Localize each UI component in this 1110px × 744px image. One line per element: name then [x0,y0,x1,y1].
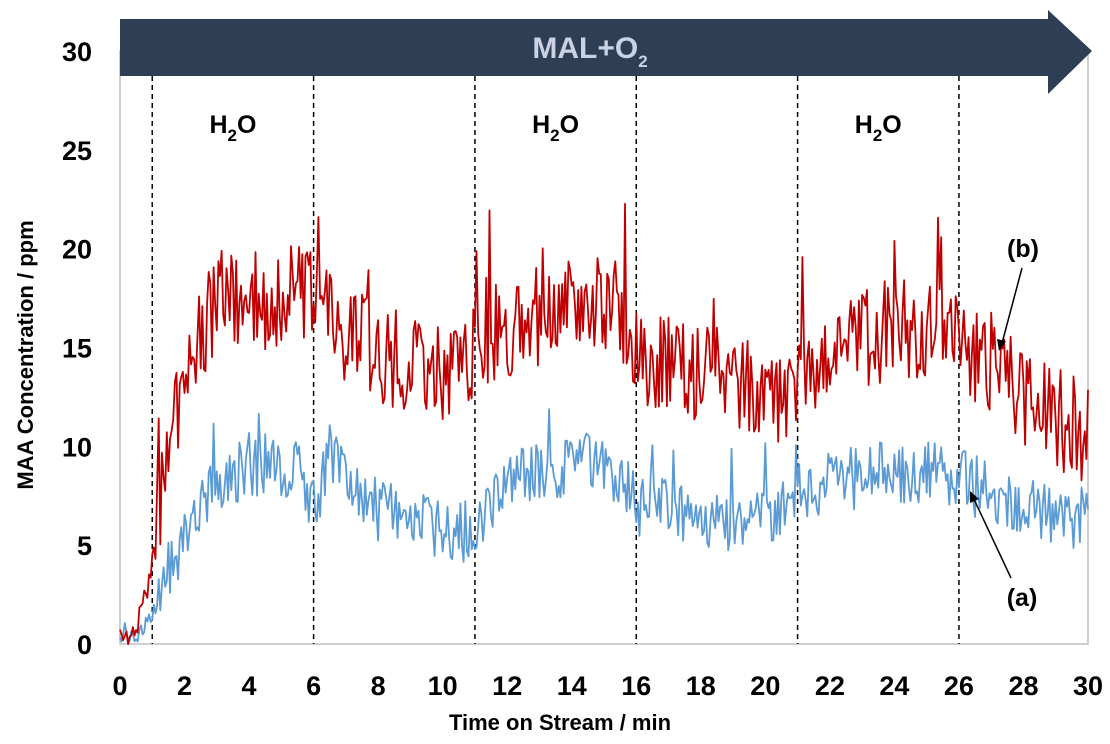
y-tick-label: 0 [77,630,92,660]
y-tick-label: 30 [62,37,92,67]
region-label-sub: 2 [228,126,237,145]
region-label-suffix: O [237,111,256,139]
series-pointer-b [1000,267,1023,348]
region-label-sub: 2 [873,126,882,145]
banner-arrow-shape [120,10,1092,94]
y-tick-label: 5 [77,531,92,561]
x-tick-label: 26 [944,671,974,701]
x-tick-label: 30 [1073,671,1103,701]
x-tick-label: 24 [879,671,909,701]
banner-label-main: MAL+O [532,32,638,65]
phase-boundaries [151,76,960,644]
series-labels: (b) (a) [970,235,1039,612]
region-label-suffix: O [560,111,579,139]
region-label-suffix: O [882,111,901,139]
y-tick-label: 15 [62,334,92,364]
series-pointer-a-head [970,491,979,503]
series-label-b: (b) [1007,235,1039,263]
series-pointer-a [971,494,1012,579]
x-tick-label: 0 [112,671,127,701]
series-layer [119,202,1089,645]
banner-label: MAL+O2 [532,32,647,71]
y-axis-ticks: 0 5 10 15 20 25 30 [62,37,92,660]
series-pointer-b-head [997,339,1006,351]
y-axis-title: MAA Concentration / ppm [13,220,38,489]
region-label-sub: 2 [550,126,559,145]
region-label: H2O [532,111,579,145]
banner-arrow: MAL+O2 [120,10,1092,94]
series-line [119,408,1089,645]
x-axis-title: Time on Stream / min [449,710,671,735]
x-tick-label: 20 [750,671,780,701]
x-tick-label: 14 [557,671,587,701]
y-tick-label: 25 [62,136,92,166]
series-line [119,202,1089,645]
x-tick-label: 28 [1008,671,1038,701]
y-tick-label: 20 [62,235,92,265]
region-label: H2O [209,111,256,145]
x-tick-label: 18 [686,671,716,701]
x-tick-label: 16 [621,671,651,701]
region-label-main: H [209,111,227,139]
x-tick-label: 6 [306,671,321,701]
x-tick-label: 22 [815,671,845,701]
region-label-main: H [855,111,873,139]
x-tick-label: 10 [428,671,458,701]
x-tick-label: 4 [242,671,257,701]
region-label: H2O [855,111,902,145]
x-tick-label: 2 [177,671,192,701]
x-tick-label: 12 [492,671,522,701]
region-label-main: H [532,111,550,139]
region-labels: H2O H2O H2O [209,111,901,145]
y-tick-label: 10 [62,432,92,462]
banner-label-sub: 2 [638,52,647,71]
x-tick-label: 8 [371,671,386,701]
series-label-a: (a) [1007,584,1038,612]
x-axis-ticks: 0 2 4 6 8 10 12 14 16 18 20 22 24 26 28 30 [112,671,1103,701]
